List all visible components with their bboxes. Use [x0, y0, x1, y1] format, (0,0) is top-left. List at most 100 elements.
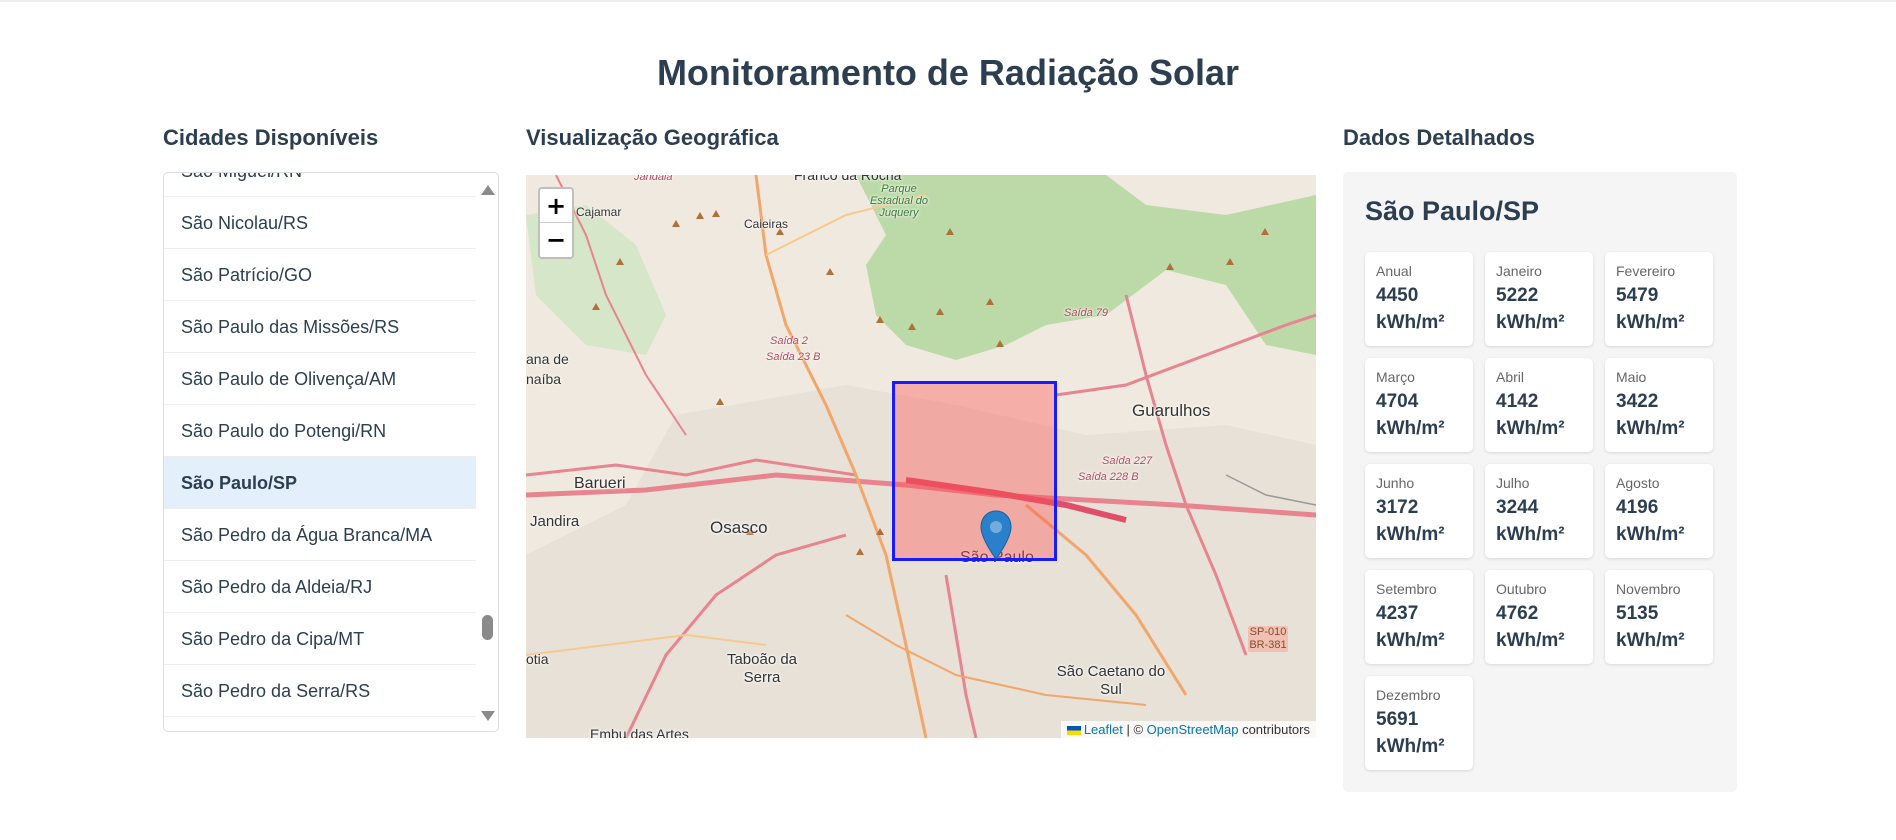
- map-label-guarulhos: Guarulhos: [1132, 401, 1211, 420]
- city-list-scrollbar[interactable]: [476, 173, 498, 731]
- map-label-jandira: Jandira: [530, 513, 580, 530]
- details-panel: São Paulo/SP Anual 4450 kWh/m² Janeiro 5222 k…: [1343, 172, 1737, 792]
- city-list-item[interactable]: São Pedro da Água Branca/MA: [164, 509, 476, 561]
- map-label-cotia: otia: [526, 651, 549, 667]
- radiation-card-label: Julho: [1496, 475, 1530, 491]
- attribution-separator: | ©: [1122, 722, 1147, 737]
- city-list-item[interactable]: São Paulo de Olivença/AM: [164, 353, 476, 405]
- radiation-card-value: 5135: [1616, 603, 1659, 624]
- radiation-card-value: 5479: [1616, 285, 1659, 306]
- radiation-card-unit: kWh/m²: [1616, 418, 1685, 439]
- map-label-osasco: Osasco: [710, 518, 768, 537]
- city-list-item[interactable]: São Paulo do Potengi/RN: [164, 405, 476, 457]
- radiation-card-unit: kWh/m²: [1376, 312, 1445, 333]
- map-label-naiba: naíba: [526, 371, 562, 387]
- leaflet-link[interactable]: Leaflet: [1083, 722, 1123, 737]
- city-list-item[interactable]: São Pedro da Aldeia/RJ: [164, 561, 476, 613]
- radiation-grid: Anual 4450 kWh/m² Janeiro 5222 kWh/m² Fevereir…: [1365, 252, 1715, 770]
- radiation-card: Julho 3244 kWh/m²: [1485, 464, 1593, 558]
- map-label-barueri: Barueri: [574, 475, 626, 492]
- radiation-card-value: 4196: [1616, 497, 1659, 518]
- zoom-control: + −: [538, 187, 574, 259]
- city-list-item[interactable]: São Patrício/GO: [164, 249, 476, 301]
- city-list-item[interactable]: São Pedro da Serra/RS: [164, 665, 476, 717]
- radiation-card-label: Fevereiro: [1616, 263, 1676, 279]
- map-label-saida227: Saída 227: [1102, 455, 1153, 467]
- map-label-saida79: Saída 79: [1064, 307, 1109, 319]
- radiation-card-unit: kWh/m²: [1496, 630, 1565, 651]
- radiation-card-label: Setembro: [1376, 581, 1437, 597]
- map-marker-icon[interactable]: [980, 510, 1012, 560]
- radiation-card-value: 3422: [1616, 391, 1659, 412]
- map[interactable]: Cajamar Caieiras ana de naíba Barueri Ja…: [526, 175, 1316, 738]
- radiation-card-value: 3244: [1496, 497, 1539, 518]
- radiation-card-unit: kWh/m²: [1376, 736, 1445, 757]
- radiation-card: Abril 4142 kWh/m²: [1485, 358, 1593, 452]
- osm-link[interactable]: OpenStreetMap: [1146, 722, 1239, 737]
- radiation-card: Dezembro 5691 kWh/m²: [1365, 676, 1473, 770]
- radiation-card: Agosto 4196 kWh/m²: [1605, 464, 1713, 558]
- page-title: Monitoramento de Radiação Solar: [656, 52, 1240, 93]
- selected-city-name: São Paulo/SP: [1365, 196, 1540, 226]
- radiation-card: Novembro 5135 kWh/m²: [1605, 570, 1713, 664]
- ukraine-flag-icon: [1066, 726, 1081, 736]
- radiation-card-unit: kWh/m²: [1376, 630, 1445, 651]
- map-label-caieiras: Caieiras: [744, 217, 789, 231]
- map-tiles: [526, 175, 1316, 738]
- radiation-card-value: 3172: [1376, 497, 1419, 518]
- scroll-thumb[interactable]: [482, 615, 493, 640]
- city-list-item[interactable]: São Pedro da Cipa/MT: [164, 613, 476, 665]
- map-label-taboao: Taboão da Serra: [726, 651, 798, 686]
- map-label-franco: Franco da Rocha: [794, 175, 902, 183]
- radiation-card-value: 4142: [1496, 391, 1539, 412]
- radiation-card-label: Agosto: [1616, 475, 1660, 491]
- scroll-down-icon[interactable]: [481, 711, 495, 721]
- radiation-card-unit: kWh/m²: [1376, 418, 1445, 439]
- radiation-card-label: Abril: [1496, 369, 1525, 385]
- map-section-title: Visualização Geográfica: [526, 125, 779, 150]
- radiation-card: Janeiro 5222 kWh/m²: [1485, 252, 1593, 346]
- radiation-card-unit: kWh/m²: [1616, 312, 1685, 333]
- radiation-card: Março 4704 kWh/m²: [1365, 358, 1473, 452]
- map-label-jandaia: Jandaia: [634, 175, 673, 183]
- details-section-title: Dados Detalhados: [1343, 125, 1535, 150]
- radiation-card-value: 4237: [1376, 603, 1419, 624]
- radiation-card-label: Dezembro: [1376, 687, 1441, 703]
- city-bounding-box[interactable]: [892, 381, 1057, 561]
- radiation-card-value: 4450: [1376, 285, 1419, 306]
- radiation-card-unit: kWh/m²: [1616, 630, 1685, 651]
- radiation-card-value: 4704: [1376, 391, 1419, 412]
- radiation-card-label: Janeiro: [1496, 263, 1542, 279]
- radiation-card: Junho 3172 kWh/m²: [1365, 464, 1473, 558]
- radiation-card-label: Anual: [1376, 263, 1412, 279]
- radiation-card-unit: kWh/m²: [1496, 524, 1565, 545]
- zoom-in-button[interactable]: +: [540, 189, 572, 223]
- map-attribution: Leaflet | © OpenStreetMap contributors: [1060, 721, 1316, 738]
- radiation-card-label: Novembro: [1616, 581, 1681, 597]
- attribution-contributors: contributors: [1238, 722, 1310, 737]
- scroll-up-icon[interactable]: [481, 185, 495, 195]
- city-list-item[interactable]: [164, 717, 476, 731]
- radiation-card-label: Março: [1376, 369, 1415, 385]
- radiation-card-unit: kWh/m²: [1496, 312, 1565, 333]
- city-list-item[interactable]: São Miguel/RN: [164, 173, 476, 197]
- zoom-out-button[interactable]: −: [540, 223, 572, 257]
- radiation-card: Anual 4450 kWh/m²: [1365, 252, 1473, 346]
- radiation-card-value: 5222: [1496, 285, 1539, 306]
- map-label-cajamar: Cajamar: [576, 205, 622, 219]
- radiation-card: Setembro 4237 kWh/m²: [1365, 570, 1473, 664]
- map-label-sao-caetano: São Caetano do Sul: [1056, 663, 1166, 698]
- cities-section-title: Cidades Disponíveis: [163, 125, 379, 150]
- map-label-saida2: Saída 2: [770, 335, 808, 347]
- map-label-embu: Embu das Artes: [590, 726, 689, 738]
- city-list-item[interactable]: São Paulo das Missões/RS: [164, 301, 476, 353]
- city-list-item[interactable]: São Paulo/SP: [164, 457, 476, 509]
- radiation-card: Outubro 4762 kWh/m²: [1485, 570, 1593, 664]
- radiation-card: Maio 3422 kWh/m²: [1605, 358, 1713, 452]
- radiation-card-label: Maio: [1616, 369, 1647, 385]
- radiation-card-label: Junho: [1376, 475, 1415, 491]
- city-list-item[interactable]: São Nicolau/RS: [164, 197, 476, 249]
- map-label-santana: ana de: [526, 351, 569, 367]
